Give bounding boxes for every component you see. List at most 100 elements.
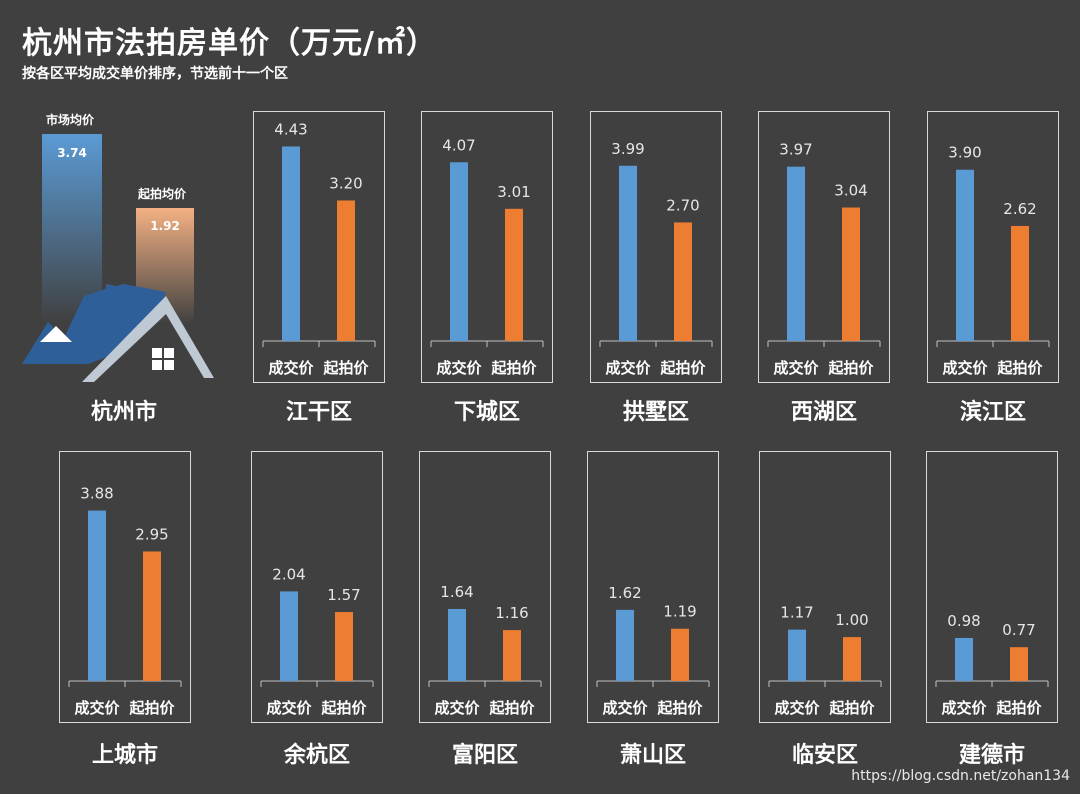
district-bar-chart: 1.62 成交价 1.19 起拍价 [587, 451, 719, 723]
data-label: 2.70 [666, 196, 699, 214]
data-label: 0.98 [947, 612, 980, 630]
deal-price-bar [955, 637, 973, 681]
category-label: 起拍价 [490, 359, 537, 377]
data-label: 1.62 [608, 584, 641, 602]
page-title: 杭州市法拍房单价（万元/㎡） [22, 26, 437, 61]
category-label: 成交价 [774, 699, 820, 717]
start-price-bar [1011, 225, 1029, 341]
panel-frame [759, 451, 891, 723]
data-label: 1.19 [663, 603, 696, 621]
district-panel: 1.62 成交价 1.19 起拍价 [587, 451, 719, 723]
category-label: 起拍价 [656, 699, 703, 717]
data-label: 3.20 [329, 174, 362, 192]
data-label: 0.77 [1002, 621, 1035, 639]
category-label: 起拍价 [488, 699, 535, 717]
watermark: https://blog.csdn.net/zohan134 [851, 768, 1070, 784]
panel-frame [59, 451, 191, 723]
data-label: 3.97 [779, 141, 812, 159]
district-bar-chart: 0.98 成交价 0.77 起拍价 [926, 451, 1058, 723]
data-label: 3.01 [497, 183, 530, 201]
start-price-bar [843, 637, 861, 681]
data-label: 1.17 [780, 604, 813, 622]
district-name: 拱墅区 [622, 400, 689, 425]
district-panel: 2.04 成交价 1.57 起拍价 [251, 451, 383, 723]
district-bar-chart: 3.90 成交价 2.62 起拍价 [927, 111, 1059, 383]
data-label: 4.43 [274, 120, 307, 138]
district-name: 余杭区 [283, 743, 350, 768]
category-label: 起拍价 [828, 699, 875, 717]
category-label: 成交价 [942, 359, 988, 377]
panel-frame [251, 451, 383, 723]
district-bar-chart: 1.64 成交价 1.16 起拍价 [419, 451, 551, 723]
category-label: 起拍价 [996, 359, 1043, 377]
start-price-bar [335, 612, 353, 681]
market-price-value: 3.74 [57, 146, 87, 160]
panel-frame [926, 451, 1058, 723]
data-label: 2.95 [135, 525, 168, 543]
deal-price-bar [450, 162, 468, 341]
district-bar-chart: 4.43 成交价 3.20 起拍价 [253, 111, 385, 383]
panel-frame [758, 111, 890, 383]
district-name: 下城区 [453, 400, 520, 425]
deal-price-bar [619, 165, 637, 341]
start-price-bar [842, 207, 860, 341]
market-price-bar [42, 134, 102, 324]
start-price-bar [1010, 647, 1028, 681]
panel-frame [590, 111, 722, 383]
district-name: 建德市 [958, 743, 1025, 768]
district-name: 萧山区 [619, 743, 686, 768]
house-icon [22, 284, 214, 382]
page-subtitle: 按各区平均成交单价排序，节选前十一个区 [22, 66, 288, 82]
category-label: 成交价 [268, 359, 314, 377]
start-price-bar [503, 630, 521, 681]
data-label: 4.07 [442, 136, 475, 154]
district-bar-chart: 2.04 成交价 1.57 起拍价 [251, 451, 383, 723]
deal-price-bar [956, 169, 974, 341]
district-panel: 3.99 成交价 2.70 起拍价 [590, 111, 722, 383]
data-label: 2.62 [1003, 200, 1036, 218]
city-name: 杭州市 [90, 400, 157, 425]
deal-price-bar [282, 146, 300, 341]
category-label: 起拍价 [659, 359, 706, 377]
start-price-bar [671, 628, 689, 681]
district-name: 临安区 [791, 743, 858, 768]
district-name: 江干区 [285, 400, 352, 425]
deal-price-bar [616, 609, 634, 681]
deal-price-bar [788, 629, 806, 681]
data-label: 1.00 [835, 611, 868, 629]
start-price-bar [505, 208, 523, 341]
district-bar-chart: 4.07 成交价 3.01 起拍价 [421, 111, 553, 383]
deal-price-bar [787, 166, 805, 341]
category-label: 起拍价 [320, 699, 367, 717]
district-panel: 1.64 成交价 1.16 起拍价 [419, 451, 551, 723]
district-panel: 3.97 成交价 3.04 起拍价 [758, 111, 890, 383]
panel-frame [253, 111, 385, 383]
data-label: 1.64 [440, 583, 473, 601]
start-price-label: 起拍均价 [137, 186, 187, 201]
panel-frame [927, 111, 1059, 383]
district-bar-chart: 3.99 成交价 2.70 起拍价 [590, 111, 722, 383]
category-label: 成交价 [605, 359, 651, 377]
category-label: 成交价 [602, 699, 648, 717]
panel-frame [419, 451, 551, 723]
data-label: 3.90 [948, 144, 981, 162]
data-label: 3.04 [834, 182, 867, 200]
deal-price-bar [88, 510, 106, 681]
category-label: 成交价 [941, 699, 987, 717]
category-label: 成交价 [266, 699, 312, 717]
data-label: 3.99 [611, 140, 644, 158]
panel-frame [421, 111, 553, 383]
district-panel: 3.88 成交价 2.95 起拍价 [59, 451, 191, 723]
category-label: 成交价 [436, 359, 482, 377]
category-label: 起拍价 [322, 359, 369, 377]
district-name: 西湖区 [790, 400, 857, 425]
start-price-value: 1.92 [150, 219, 180, 233]
data-label: 1.16 [495, 604, 528, 622]
district-panel: 0.98 成交价 0.77 起拍价 [926, 451, 1058, 723]
start-price-bar [143, 551, 161, 681]
start-price-bar [337, 200, 355, 341]
district-panel: 3.90 成交价 2.62 起拍价 [927, 111, 1059, 383]
panel-frame [587, 451, 719, 723]
market-price-label: 市场均价 [46, 112, 95, 127]
district-panel: 4.43 成交价 3.20 起拍价 [253, 111, 385, 383]
